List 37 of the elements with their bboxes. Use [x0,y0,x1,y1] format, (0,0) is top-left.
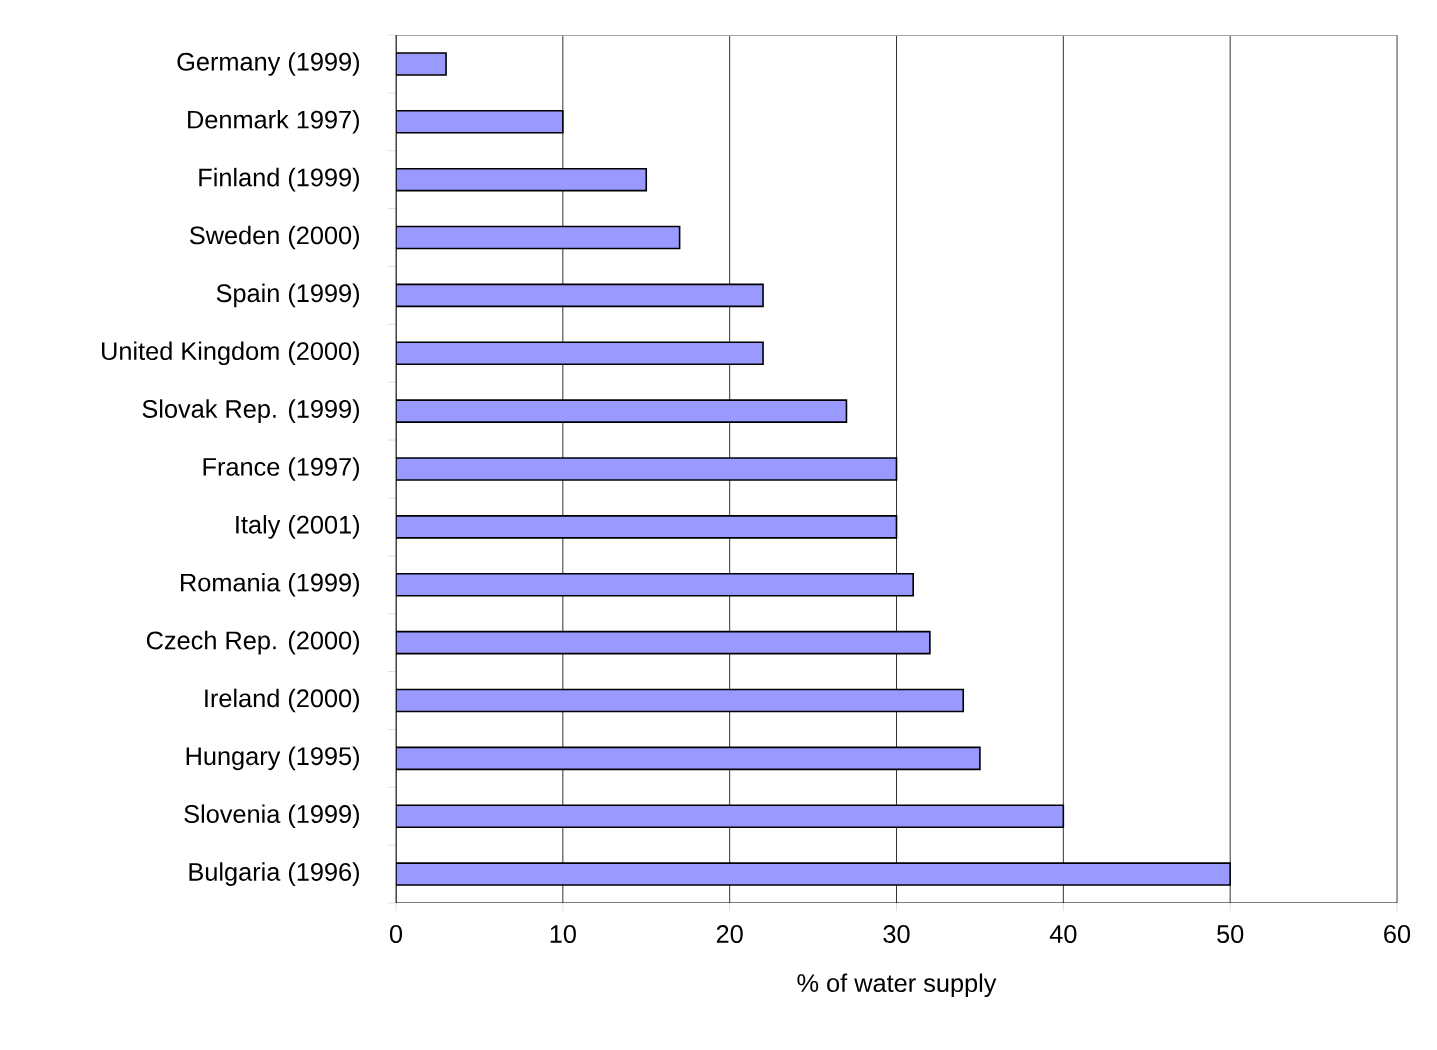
bar [396,457,898,481]
x-tick-label: 0 [389,925,403,943]
y-tick-label: United Kingdom (2000) [102,341,359,366]
y-tick-label: Bulgaria (1996) [189,862,359,886]
bar [396,572,914,597]
y-tick-label: Romania (1999) [181,572,359,597]
bar [396,804,1065,828]
y-tick-label: Denmark 1997) [188,110,359,134]
bar [396,688,965,713]
bar [396,110,564,134]
y-tick-label: France (1997) [203,457,359,481]
bar [396,399,848,423]
y-tick-label: Slovak Rep. (1999) [142,399,359,423]
bar [396,515,898,539]
y-tick-label: Slovenia (1999) [184,804,359,829]
bar [396,225,681,250]
x-axis-title: % of water supply [797,973,997,998]
bar [396,746,981,771]
y-tick-label: Sweden (2000) [189,225,359,250]
y-tick-label: Finland (1999) [199,167,359,192]
x-tick-label: 50 [1217,925,1244,943]
bar [396,341,764,366]
x-tick-label: 10 [550,925,576,943]
y-tick-label: Italy (2001) [236,515,360,539]
x-tick-label: 20 [716,925,743,943]
bar [396,630,931,655]
y-tick-label: Czech Rep. (2000) [146,630,359,655]
y-tick-label: Spain (1999) [216,283,359,308]
y-tick-label: Germany (1999) [177,52,359,76]
x-tick-label: 40 [1049,925,1077,943]
y-tick-label: Hungary (1995) [186,746,359,771]
bar [396,283,764,308]
x-tick-label: 60 [1384,925,1411,943]
y-tick-label: Ireland (2000) [205,688,359,713]
x-tick-label: 30 [883,925,910,943]
bar [396,862,1231,886]
bar [396,167,648,192]
